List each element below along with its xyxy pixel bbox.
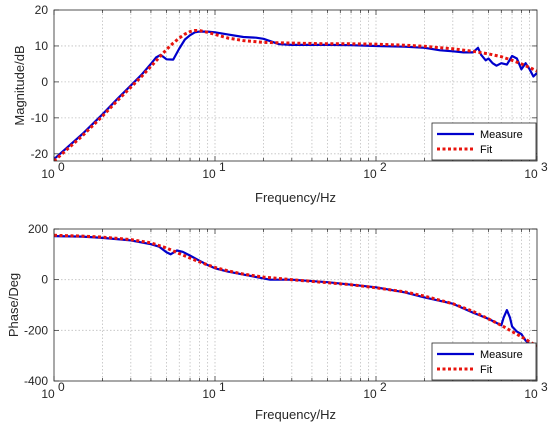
axes-box: [53, 228, 538, 382]
x-tick-label-exponent: 0: [58, 380, 65, 394]
y-tick-label: -200: [24, 323, 48, 337]
legend-box: [431, 122, 537, 161]
axes-box: [53, 9, 538, 162]
x-tick-label: 10: [524, 167, 538, 181]
x-tick-label: 10: [363, 387, 377, 401]
y-tick-label: 0: [41, 273, 48, 287]
legend-label-fit: Fit: [480, 144, 492, 156]
x-tick-label-exponent: 1: [219, 380, 226, 394]
y-tick-label: 0: [41, 75, 48, 89]
series-group: [54, 233, 537, 348]
legend: Measure Fit: [431, 342, 537, 381]
x-tick-label-exponent: 2: [380, 380, 387, 394]
y-tick-label: 200: [28, 222, 48, 236]
x-tick-label: 10: [202, 387, 216, 401]
magnitude-plot: 10 0 10 1 10 2 10 3-20-1001020Frequency/HzMagni…: [12, 3, 548, 205]
legend-box: [431, 342, 537, 381]
x-axis-label: Frequency/Hz: [255, 190, 336, 205]
y-axis-label: Magnitude/dB: [12, 45, 27, 125]
x-tick-label-exponent: 3: [541, 160, 548, 174]
x-tick-label: 10: [41, 387, 55, 401]
y-axis-label: Phase/Deg: [6, 273, 21, 337]
x-tick-label: 10: [202, 167, 216, 181]
legend: Measure Fit: [431, 122, 537, 161]
x-tick-label: 10: [41, 167, 55, 181]
x-tick-label-exponent: 3: [541, 380, 548, 394]
x-tick-label: 10: [363, 167, 377, 181]
x-tick-label-exponent: 1: [219, 160, 226, 174]
y-tick-label: -400: [24, 374, 48, 388]
series-line-fit: [54, 29, 537, 161]
series-line-fit: [54, 233, 537, 348]
x-tick-label-exponent: 0: [58, 160, 65, 174]
series-group: [54, 29, 537, 161]
legend-label-measure: Measure: [480, 129, 523, 141]
legend-label-measure: Measure: [480, 349, 523, 361]
y-tick-label: -10: [31, 111, 49, 125]
legend-label-fit: Fit: [480, 364, 492, 376]
y-tick-label: 10: [35, 39, 49, 53]
phase-plot: 10 0 10 1 10 2 10 3-400-2000200Frequency/HzPhas…: [6, 222, 548, 422]
x-tick-label-exponent: 2: [380, 160, 387, 174]
x-axis-label: Frequency/Hz: [255, 407, 336, 422]
x-tick-label: 10: [524, 387, 538, 401]
y-tick-label: 20: [35, 3, 49, 17]
y-tick-label: -20: [31, 147, 49, 161]
